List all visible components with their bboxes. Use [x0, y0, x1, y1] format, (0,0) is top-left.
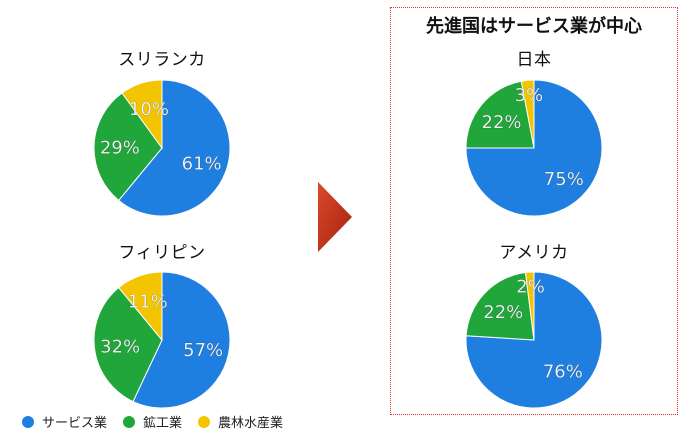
- chart-title-sri-lanka: スリランカ: [118, 50, 206, 70]
- pie-label-service: 61%: [182, 153, 222, 174]
- legend: サービス業 鉱工業 農林水産業: [22, 412, 299, 431]
- pie-label-service: 75%: [544, 169, 584, 190]
- pie-label-industry: 22%: [483, 302, 523, 323]
- chart-title-japan: 日本: [516, 50, 552, 70]
- legend-label-industry: 鉱工業: [143, 416, 183, 431]
- pie-slice-service: [132, 271, 231, 409]
- pie-label-industry: 32%: [100, 336, 140, 357]
- pie-slice-service: [465, 79, 603, 217]
- highlight-box: [390, 7, 678, 415]
- pie-chart-japan: 75% 22% 3%: [465, 79, 603, 217]
- pie-label-agriculture: 11%: [128, 291, 168, 312]
- pie-label-industry: 22%: [482, 112, 522, 133]
- pie-slice-industry: [93, 92, 163, 202]
- pie-chart-sri-lanka: 61% 29% 10%: [93, 79, 231, 217]
- pie-label-agriculture: 3%: [515, 85, 544, 106]
- pie-label-agriculture: 10%: [129, 99, 169, 120]
- pie-label-agriculture: 2%: [516, 277, 545, 298]
- legend-item-agriculture: 農林水産業: [198, 412, 283, 431]
- chart-title-philippines: フィリピン: [118, 243, 206, 263]
- pie-slice-industry: [93, 286, 163, 403]
- pie-slice-industry: [465, 80, 535, 149]
- pie-chart-philippines: 57% 32% 11%: [93, 271, 231, 409]
- pie-slice-industry: [465, 271, 535, 341]
- legend-label-service: サービス業: [42, 416, 108, 431]
- pie-slice-agriculture: [121, 79, 163, 150]
- pie-label-service: 57%: [183, 340, 223, 361]
- legend-dot-industry: [123, 415, 136, 428]
- pie-label-service: 76%: [543, 362, 583, 383]
- chart-title-usa: アメリカ: [499, 243, 569, 263]
- pie-slice-service: [117, 79, 231, 217]
- legend-dot-agriculture: [198, 415, 211, 428]
- pie-slice-agriculture: [520, 79, 535, 149]
- legend-label-agriculture: 農林水産業: [218, 416, 284, 431]
- legend-item-industry: 鉱工業: [123, 412, 182, 431]
- box-title: 先進国はサービス業が中心: [426, 16, 642, 37]
- pie-chart-usa: 76% 22% 2%: [465, 271, 603, 409]
- legend-item-service: サービス業: [22, 412, 107, 431]
- pie-slice-agriculture: [117, 271, 163, 342]
- legend-dot-service: [22, 415, 34, 428]
- right-arrow-icon: [318, 182, 352, 252]
- pie-slice-agriculture: [524, 271, 535, 341]
- pie-label-industry: 29%: [100, 138, 140, 159]
